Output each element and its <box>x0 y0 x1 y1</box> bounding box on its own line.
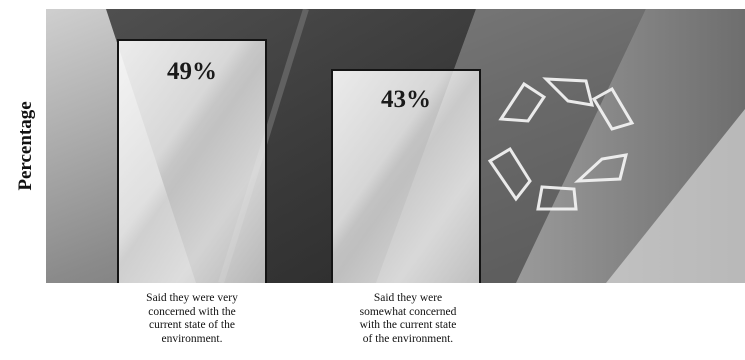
category-label-line: of the environment. <box>362 332 454 345</box>
category-label-line: concerned with the <box>148 305 236 318</box>
chart-area: 49% 43% <box>46 9 745 283</box>
bar-value-label: 49% <box>167 58 217 85</box>
bar-very-concerned: 49% <box>117 39 267 283</box>
category-label-line: Said they were <box>373 292 443 304</box>
category-label-line: with the current state <box>359 319 457 331</box>
category-label-somewhat-concerned: Said they were somewhat concerned with t… <box>328 292 488 346</box>
category-label-line: environment. <box>161 332 223 345</box>
category-label-very-concerned: Said they were very concerned with the c… <box>112 292 272 346</box>
category-label-line: Said they were very <box>146 292 238 304</box>
y-axis-label: Percentage <box>15 101 36 191</box>
bar-value-label: 43% <box>381 86 431 113</box>
category-label-line: somewhat concerned <box>359 305 457 318</box>
recycle-icon <box>487 77 635 211</box>
bar-somewhat-concerned: 43% <box>331 69 481 283</box>
category-label-line: current state of the <box>149 319 235 331</box>
